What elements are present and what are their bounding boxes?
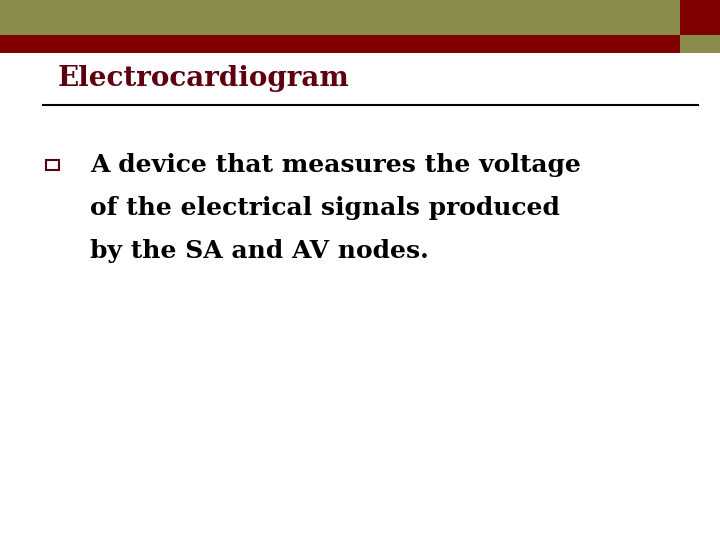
- Bar: [680, 35, 720, 53]
- Text: A device that measures the voltage: A device that measures the voltage: [90, 153, 581, 177]
- Text: Electrocardiogram: Electrocardiogram: [58, 65, 349, 92]
- Bar: [0, 0, 720, 35]
- Bar: [680, 0, 720, 35]
- Bar: [0, 35, 720, 53]
- Bar: [46, 160, 59, 170]
- Text: by the SA and AV nodes.: by the SA and AV nodes.: [90, 239, 428, 263]
- Text: of the electrical signals produced: of the electrical signals produced: [90, 196, 560, 220]
